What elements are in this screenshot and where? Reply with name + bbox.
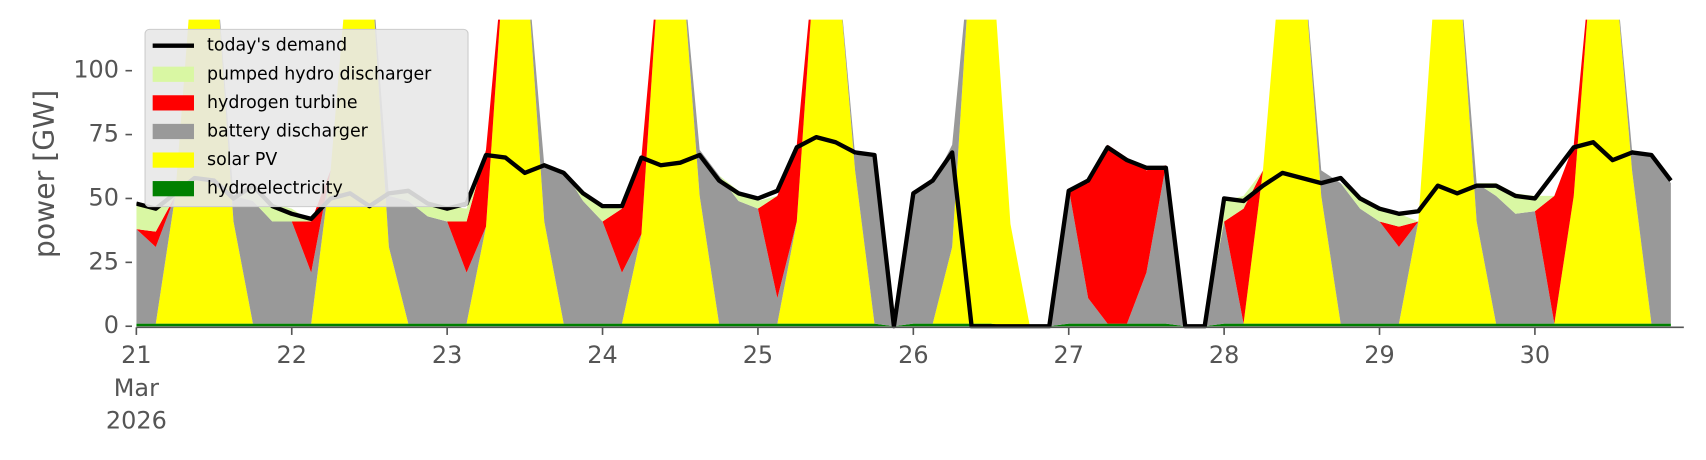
legend-swatch [152,152,194,168]
x-tick-label: 21 Mar 2026 [105,342,167,435]
legend-label: hydrogen turbine [207,93,358,113]
x-tick-label: 29 [1364,342,1395,370]
x-tick-label: 26 [898,342,929,370]
x-tick-label: 30 [1519,342,1551,370]
x-tick-label: 22 [276,342,307,370]
legend-label: today's demand [207,36,347,56]
x-tick-label-box: 27 [1053,342,1084,370]
x-tick-label: 25 [742,342,774,370]
x-tick-label: 23 [431,342,463,370]
area [136,19,1671,327]
x-tick-label-box: 29 [1364,342,1395,370]
x-tick-label-box: 24 [587,342,618,370]
legend-swatch [152,123,194,140]
x-tick-label: 28 [1208,342,1240,370]
legend: today's demand pumped hydro discharger hyd… [152,36,432,199]
x-tick-label: 27 [1053,342,1084,370]
y-axis-label: power [GW] [28,90,61,258]
legend-label: pumped hydro discharger [207,64,432,84]
y-tick-label: 75 [89,120,119,148]
x-tick-label: 24 [587,342,618,370]
x-tick-label-box: 21 Mar 2026 [105,342,167,435]
legend-label: hydroelectricity [207,179,343,199]
legend-label: solar PV [207,150,277,170]
x-tick-label-box: 28 [1208,342,1240,370]
legend-box [144,28,469,208]
x-tick-label-box: 30 [1519,342,1551,370]
legend-swatch [152,95,194,111]
legend-swatch [152,181,194,197]
y-tick-label: 50 [89,183,119,211]
y-tick-label: 100 [73,56,119,84]
x-tick-label-box: 25 [742,342,774,370]
area [136,323,1671,327]
legend-label: battery discharger [207,121,369,141]
y-tick-label: 25 [89,247,119,275]
legend-swatch [152,66,194,82]
x-tick-label-box: 23 [431,342,463,370]
y-tick-label: 0 [104,311,119,339]
x-tick-label-box: 26 [898,342,929,370]
x-tick-label-box: 22 [276,342,307,370]
